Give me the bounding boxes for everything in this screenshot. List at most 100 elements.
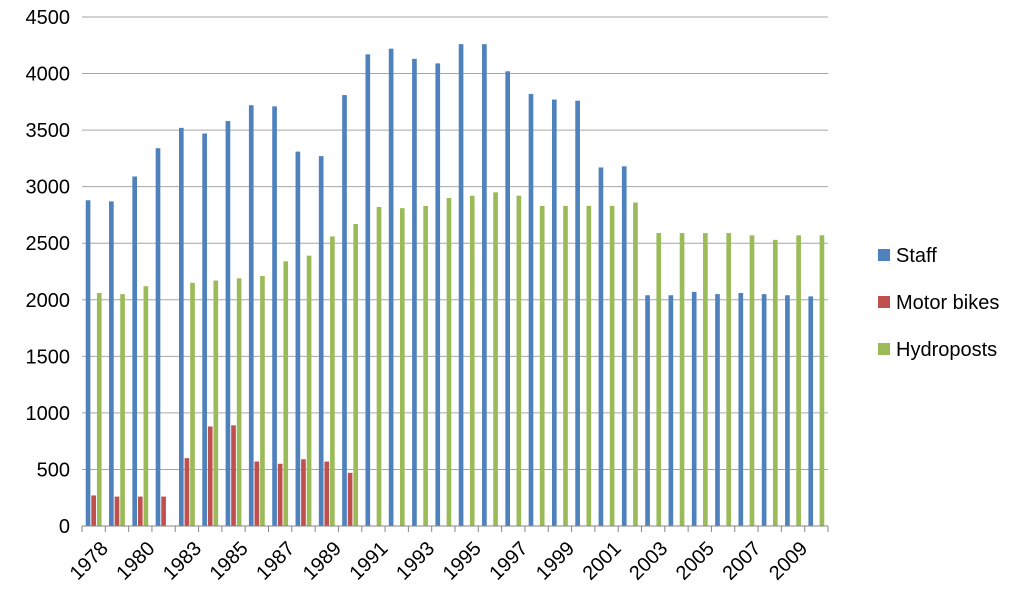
bar-staff-1997 [505, 71, 511, 526]
bar-staff-2005 [691, 291, 697, 526]
bar-hydroposts-1985 [236, 278, 242, 526]
bar-staff-1980 [132, 176, 138, 526]
bar-staff-2010 [808, 296, 814, 526]
legend-swatch [878, 249, 890, 261]
x-tick-label: 1991 [346, 538, 393, 585]
bar-hydroposts-2003 [656, 233, 662, 526]
bar-hydroposts-1999 [563, 205, 568, 526]
x-tick-label: 1978 [66, 538, 113, 585]
bar-staff-1988 [295, 151, 301, 526]
x-tick-label: 2007 [719, 538, 766, 585]
bar-staff-1999 [551, 99, 557, 527]
bar-motor-bikes-1989 [324, 461, 330, 526]
x-tick-label: 1995 [439, 538, 486, 585]
bar-staff-1991 [365, 54, 371, 527]
bar-hydroposts-1988 [306, 255, 312, 527]
bar-hydroposts-1996 [493, 192, 498, 527]
bar-staff-2006 [715, 294, 720, 526]
bar-staff-1994 [435, 63, 441, 527]
bar-hydroposts-2006 [726, 233, 732, 526]
x-tick-label: 1993 [392, 538, 439, 585]
x-tick-label: 2003 [625, 538, 672, 585]
bar-hydroposts-1991 [376, 207, 382, 526]
bar-hydroposts-1984 [213, 280, 219, 526]
y-tick-label: 0 [59, 516, 70, 538]
legend-label: Hydroposts [896, 339, 997, 361]
bar-motor-bikes-1985 [231, 425, 236, 526]
legend-swatch [878, 343, 890, 355]
bar-staff-1983 [178, 127, 184, 527]
bar-hydroposts-2001 [609, 205, 615, 526]
x-axis-ticks: 1978 1980 1983 1985 1987 1989 1991 1993 1995 1997… [66, 526, 829, 585]
legend-label: Staff [896, 245, 937, 267]
bar-staff-1981 [155, 148, 161, 526]
bar-hydroposts-2005 [703, 233, 708, 526]
bar-hydroposts-2000 [586, 205, 592, 526]
bar-staff-1985 [225, 121, 231, 526]
x-tick-label: 1997 [485, 538, 532, 585]
bar-staff-1996 [482, 44, 487, 526]
bar-hydroposts-1993 [423, 205, 428, 526]
bar-staff-1995 [458, 44, 464, 526]
bar-motor-bikes-1987 [277, 463, 283, 526]
bar-hydroposts-1990 [353, 223, 359, 526]
bar-staff-2004 [668, 295, 674, 526]
bar-staff-1990 [342, 95, 347, 527]
x-tick-label: 1980 [112, 538, 159, 585]
bar-staff-1986 [248, 105, 254, 526]
bar-motor-bikes-1981 [161, 496, 166, 526]
y-tick-label: 500 [37, 459, 70, 481]
x-tick-label: 1983 [159, 538, 206, 585]
bar-staff-2000 [575, 100, 580, 527]
bar-staff-1992 [388, 48, 394, 526]
bar-staff-2003 [645, 295, 650, 526]
bar-hydroposts-2009 [796, 235, 801, 526]
y-tick-label: 3500 [26, 120, 71, 142]
bar-staff-2001 [598, 167, 604, 526]
bar-hydroposts-1983 [190, 282, 195, 526]
x-tick-label: 1999 [532, 538, 579, 585]
y-tick-label: 1000 [26, 403, 71, 425]
x-tick-label: 2005 [672, 538, 719, 585]
bar-staff-2007 [738, 292, 744, 526]
bar-hydroposts-2007 [749, 235, 755, 526]
bar-staff-1978 [85, 200, 91, 527]
bar-staff-1979 [109, 201, 114, 527]
y-tick-label: 4000 [26, 64, 71, 86]
bar-motor-bikes-1983 [184, 458, 190, 526]
bar-motor-bikes-1978 [91, 495, 96, 526]
legend-swatch [878, 296, 890, 308]
bar-staff-1993 [412, 58, 417, 527]
bar-hydroposts-1978 [96, 292, 102, 526]
bar-motor-bikes-1984 [207, 426, 213, 526]
bar-hydroposts-1994 [446, 197, 452, 526]
bar-motor-bikes-1986 [254, 461, 260, 526]
bar-staff-2009 [785, 295, 790, 526]
bar-hydroposts-1986 [260, 276, 265, 526]
bar-hydroposts-1997 [516, 195, 522, 526]
bar-staff-1984 [202, 133, 207, 526]
bar-hydroposts-2008 [772, 239, 778, 526]
bar-staff-1989 [318, 156, 324, 527]
bar-motor-bikes-1988 [301, 459, 306, 526]
bars [85, 44, 825, 527]
bar-hydroposts-1987 [283, 261, 289, 526]
bar-staff-1987 [272, 106, 277, 526]
y-tick-label: 4500 [26, 7, 71, 29]
bar-hydroposts-2002 [633, 202, 638, 526]
bar-motor-bikes-1979 [114, 496, 120, 526]
y-tick-label: 2000 [26, 290, 71, 312]
y-tick-label: 3000 [26, 177, 71, 199]
bar-hydroposts-1998 [539, 205, 545, 526]
bar-hydroposts-2010 [819, 235, 825, 526]
x-tick-label: 1989 [299, 538, 346, 585]
bar-hydroposts-1979 [120, 294, 125, 526]
y-tick-label: 1500 [26, 346, 71, 368]
y-axis-ticks: 0 500 1000 1500 2000 2500 3000 3500 4000 4500 [26, 7, 71, 538]
x-tick-label: 2009 [765, 538, 812, 585]
x-tick-label: 2001 [579, 538, 626, 585]
bar-staff-1998 [528, 93, 534, 526]
y-tick-label: 2500 [26, 233, 71, 255]
x-tick-label: 1987 [252, 538, 299, 585]
